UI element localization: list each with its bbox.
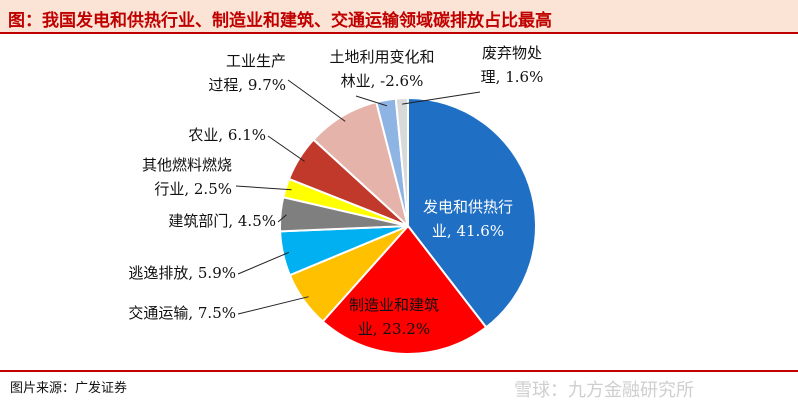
pie-slice-1 (321, 224, 488, 355)
slice-label-8: 土地利用变化和林业, -2.6% (329, 48, 434, 90)
leader-line-5 (235, 185, 292, 191)
title-bar: 图：我国发电和供热行业、制造业和建筑、交通运输领域碳排放占比最高 (0, 0, 798, 34)
slice-label-2: 交通运输, 7.5% (128, 304, 236, 322)
source-note: 图片来源：广发证券 (10, 381, 128, 396)
pie-chart: 发电和供热行业, 41.6% 制造业和建筑业, 23.2% 交通运输, 7.5% 逃逸… (128, 44, 544, 355)
slice-label-7: 工业生产过程, 9.7% (208, 52, 286, 94)
slice-label-5: 其他燃料燃烧行业, 2.5% (142, 156, 232, 198)
footer-bar: 图片来源：广发证券 雪球：九方金融研究所 (0, 370, 798, 401)
leader-line-8 (355, 95, 388, 107)
slice-label-1: 制造业和建筑业, 23.2% (349, 296, 439, 338)
slice-label-6: 农业, 6.1% (188, 126, 266, 144)
slice-label-0: 发电和供热行业, 41.6% (423, 198, 513, 240)
slice-label-3: 逃逸排放, 5.9% (128, 264, 236, 282)
pie-slice-9 (394, 96, 409, 227)
leader-line-3 (237, 251, 290, 275)
slice-label-9: 废弃物处理, 1.6% (481, 44, 544, 86)
leader-line-9 (402, 91, 481, 105)
leader-line-6 (267, 135, 305, 162)
chart-area: 发电和供热行业, 41.6% 制造业和建筑业, 23.2% 交通运输, 7.5% 逃逸… (10, 34, 788, 370)
pie-slice-0 (407, 96, 537, 329)
leader-line-2 (237, 296, 309, 315)
chart-title: 图：我国发电和供热行业、制造业和建筑、交通运输领域碳排放占比最高 (8, 11, 552, 31)
leader-line-4 (277, 214, 287, 223)
leader-line-7 (287, 79, 346, 122)
slice-label-4: 建筑部门, 4.5% (168, 212, 276, 230)
watermark: 雪球：九方金融研究所 (514, 380, 694, 401)
